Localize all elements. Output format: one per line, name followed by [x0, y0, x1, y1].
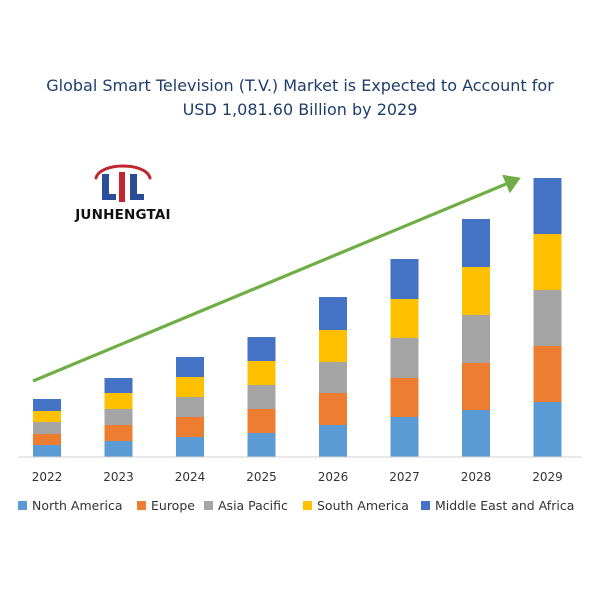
bar-segment-2026-europe: [319, 393, 347, 425]
bar-segment-2023-asia-pacific: [104, 409, 133, 425]
bar-segment-2029-middle-east-and-africa: [533, 178, 562, 234]
bar-segment-2027-north-america: [390, 417, 419, 457]
chart-title-line-1: Global Smart Television (T.V.) Market is…: [46, 76, 554, 95]
bar-segment-2026-middle-east-and-africa: [319, 297, 347, 330]
company-logo: JUNHENGTAI: [58, 158, 188, 238]
bar-segment-2028-asia-pacific: [462, 315, 490, 363]
bar-segment-2023-north-america: [104, 441, 133, 457]
legend-swatch: [303, 501, 312, 510]
x-tick-labels: 2022 2023 2024 2025 2026 2027 2028 2029: [32, 470, 563, 484]
bar-segment-2022-europe: [33, 434, 61, 445]
legend-label: Europe: [151, 498, 195, 513]
bar-segment-2024-north-america: [176, 437, 204, 457]
bar-segment-2025-north-america: [247, 433, 276, 457]
x-tick-label-2023: 2023: [103, 470, 134, 484]
bar-segment-2029-north-america: [533, 402, 562, 457]
bar-segment-2022-north-america: [33, 445, 61, 457]
bar-segment-2022-south-america: [33, 411, 61, 422]
bar-segment-2025-south-america: [247, 361, 276, 385]
chart-title: Global Smart Television (T.V.) Market is…: [0, 74, 600, 122]
x-tick-label-2028: 2028: [461, 470, 492, 484]
x-tick-label-2027: 2027: [389, 470, 420, 484]
bar-segment-2028-north-america: [462, 410, 490, 457]
bar-segment-2028-south-america: [462, 267, 490, 315]
bar-segment-2024-middle-east-and-africa: [176, 357, 204, 377]
growth-trend-arrow: [32, 174, 521, 383]
x-tick-label-2025: 2025: [246, 470, 277, 484]
x-tick-label-2026: 2026: [318, 470, 349, 484]
bar-segment-2023-middle-east-and-africa: [104, 378, 133, 393]
legend-swatch: [204, 501, 213, 510]
bar-segment-2025-middle-east-and-africa: [247, 337, 276, 361]
bars-group: [33, 178, 562, 457]
bar-segment-2024-asia-pacific: [176, 397, 204, 417]
bar-segment-2025-asia-pacific: [247, 385, 276, 409]
bar-segment-2023-south-america: [104, 393, 133, 409]
bar-segment-2026-south-america: [319, 330, 347, 362]
legend-swatch: [421, 501, 430, 510]
bar-segment-2022-asia-pacific: [33, 422, 61, 434]
legend-label: Asia Pacific: [218, 498, 288, 513]
logo-text: JUNHENGTAI: [75, 207, 171, 223]
bar-segment-2029-asia-pacific: [533, 290, 562, 346]
bar-segment-2026-north-america: [319, 425, 347, 457]
bar-segment-2024-europe: [176, 417, 204, 437]
x-tick-label-2029: 2029: [532, 470, 563, 484]
bar-segment-2026-asia-pacific: [319, 362, 347, 393]
bar-segment-2022-middle-east-and-africa: [33, 399, 61, 411]
x-tick-label-2024: 2024: [175, 470, 206, 484]
legend-item-south-america: South America: [303, 498, 409, 513]
chart-legend: North America Europe Asia Pacific South Ame…: [18, 498, 588, 518]
legend-item-asia-pacific: Asia Pacific: [204, 498, 288, 513]
bar-segment-2027-south-america: [390, 299, 419, 338]
bar-segment-2029-south-america: [533, 234, 562, 290]
legend-swatch: [137, 501, 146, 510]
bar-segment-2027-middle-east-and-africa: [390, 259, 419, 299]
x-tick-label-2022: 2022: [32, 470, 63, 484]
bar-segment-2029-europe: [533, 346, 562, 402]
legend-swatch: [18, 501, 27, 510]
legend-label: Middle East and Africa: [435, 498, 575, 513]
legend-label: South America: [317, 498, 409, 513]
chart-title-line-2: USD 1,081.60 Billion by 2029: [182, 100, 418, 119]
bar-segment-2028-europe: [462, 363, 490, 410]
bar-segment-2025-europe: [247, 409, 276, 433]
legend-item-europe: Europe: [137, 498, 195, 513]
trend-arrow-shaft: [32, 182, 507, 383]
bar-segment-2024-south-america: [176, 377, 204, 397]
bar-segment-2027-europe: [390, 378, 419, 417]
bar-segment-2023-europe: [104, 425, 133, 441]
legend-label: North America: [32, 498, 123, 513]
trend-arrow-head-icon: [502, 174, 521, 194]
logo-mark-icon: [94, 164, 152, 202]
bar-segment-2027-asia-pacific: [390, 338, 419, 378]
legend-item-middle-east-and-africa: Middle East and Africa: [421, 498, 574, 513]
legend-item-north-america: North America: [18, 498, 123, 513]
bar-segment-2028-middle-east-and-africa: [462, 219, 490, 267]
